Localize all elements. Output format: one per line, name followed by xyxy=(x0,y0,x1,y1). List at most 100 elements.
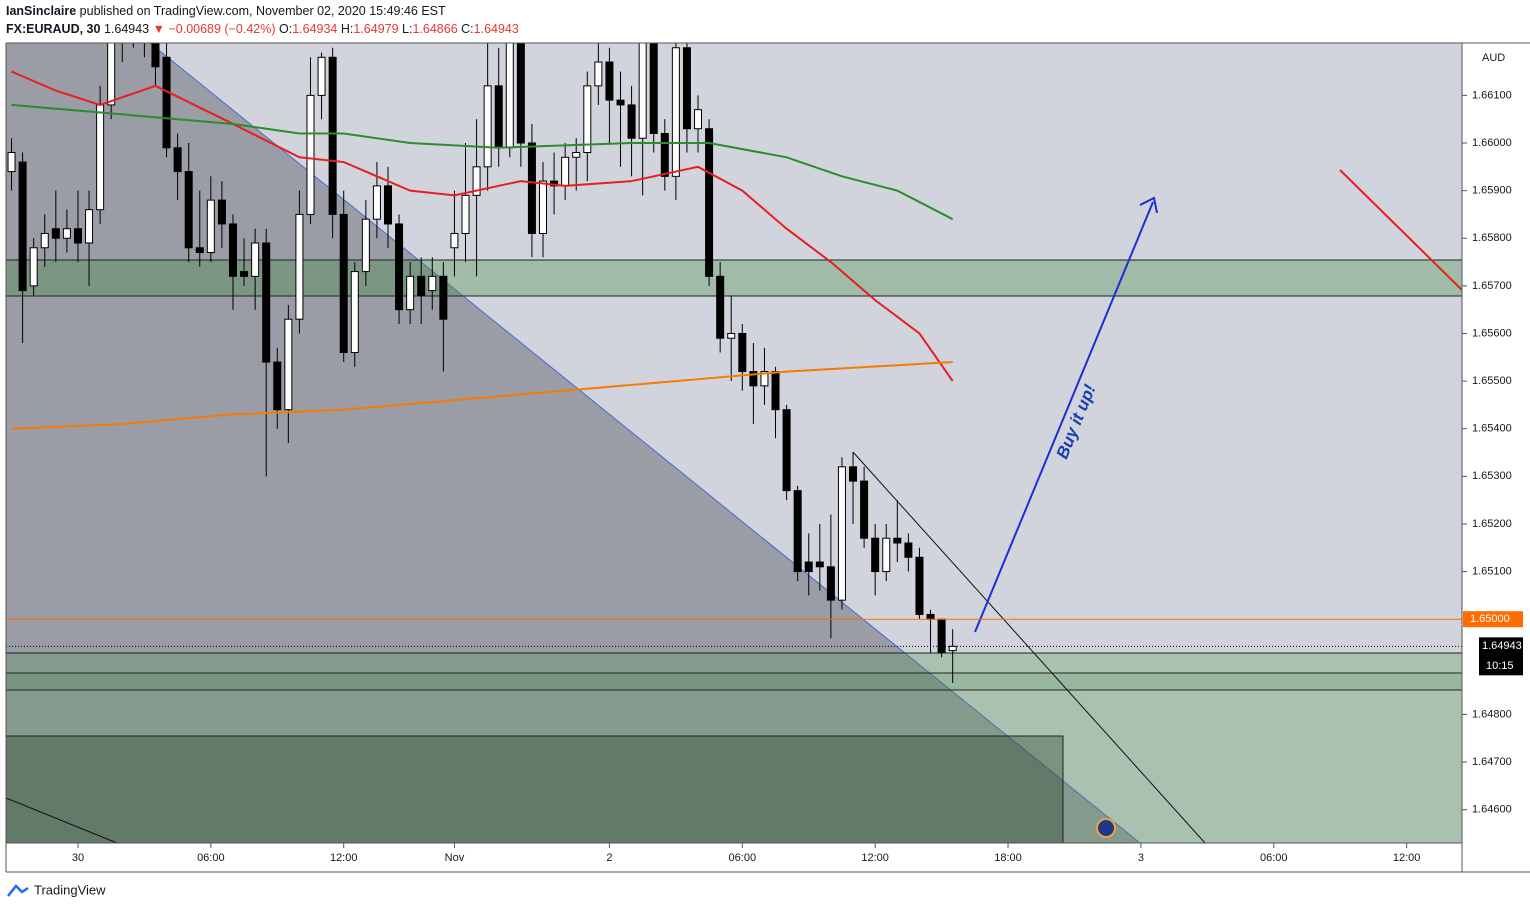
candle-body xyxy=(173,147,182,173)
candle-body xyxy=(40,232,49,249)
candle-body xyxy=(306,94,315,215)
c-val: 1.64943 xyxy=(474,22,519,36)
candle-body xyxy=(284,318,293,411)
author: IanSinclaire xyxy=(6,4,76,18)
candle-body xyxy=(937,618,946,654)
drawings xyxy=(6,43,1462,843)
arrow xyxy=(974,201,1154,633)
candle-body xyxy=(749,371,758,387)
candle-body xyxy=(782,409,791,492)
candle-body xyxy=(660,132,669,177)
x-tick-label: 12:00 xyxy=(861,852,889,864)
logo xyxy=(7,884,29,897)
candle-body xyxy=(926,613,935,620)
candle-body xyxy=(162,56,171,149)
candle-body xyxy=(251,242,260,277)
x-tick-label: 30 xyxy=(72,852,84,864)
published: published on TradingView.com, November 0… xyxy=(80,4,446,18)
red-line xyxy=(1339,169,1462,291)
candle-body xyxy=(760,371,769,387)
candle-body xyxy=(815,561,824,568)
candle-body xyxy=(716,275,725,339)
candle-body xyxy=(361,218,370,273)
moving-average xyxy=(11,70,954,382)
candle-body xyxy=(594,61,603,87)
candle-body xyxy=(372,185,381,220)
zone xyxy=(6,652,1462,843)
x-tick-label: 06:00 xyxy=(729,852,757,864)
candle-body xyxy=(262,242,271,363)
price-tag-label: 1.65000 xyxy=(1470,613,1510,625)
candle-body xyxy=(516,43,525,144)
candle-body xyxy=(206,199,215,254)
h-val: 1.64979 xyxy=(353,22,398,36)
zone xyxy=(6,735,1064,843)
candle-body xyxy=(505,43,514,149)
candle-body xyxy=(583,85,592,154)
candle-body xyxy=(195,247,204,254)
candle-body xyxy=(151,43,160,68)
candle-body xyxy=(826,566,835,601)
x-tick-label: 12:00 xyxy=(1393,852,1421,864)
arrow-head xyxy=(1139,196,1158,214)
candle-body xyxy=(771,371,780,411)
candle-body xyxy=(7,152,16,173)
candle-body xyxy=(727,332,736,339)
y-tick-label: 1.65800 xyxy=(1472,232,1512,244)
candle-body xyxy=(893,537,902,544)
shaded-triangle xyxy=(6,43,1140,843)
candle-body xyxy=(527,142,536,234)
candle-body xyxy=(671,47,680,177)
candle-body xyxy=(837,466,846,601)
candle-body xyxy=(450,232,459,249)
l-key: L: xyxy=(402,22,412,36)
y-tick-label: 1.65900 xyxy=(1472,185,1512,197)
trend-line xyxy=(6,797,118,843)
candle-body xyxy=(273,361,282,411)
candle-body xyxy=(494,85,503,149)
candle-body xyxy=(904,542,913,558)
y-tick-label: 1.65600 xyxy=(1472,327,1512,339)
x-tick-label: 12:00 xyxy=(330,852,358,864)
candle-body xyxy=(295,213,304,320)
y-tick-label: 1.64800 xyxy=(1472,708,1512,720)
y-tick-label: 1.65500 xyxy=(1472,375,1512,387)
candle-body xyxy=(694,109,703,130)
candle-body xyxy=(339,213,348,354)
candle-body xyxy=(539,180,548,234)
candle-body xyxy=(184,171,193,249)
o-key: O: xyxy=(279,22,292,36)
candle-body xyxy=(860,480,869,539)
x-tick-label: 18:00 xyxy=(994,852,1022,864)
candle-body xyxy=(217,199,226,225)
y-tick-label: 1.65700 xyxy=(1472,280,1512,292)
symbol-line: FX:EURAUD, 30 1.64943 ▼ −0.00689 (−0.42%… xyxy=(6,22,519,36)
candle-body xyxy=(240,271,249,277)
candle-body xyxy=(51,228,60,239)
flag-icon xyxy=(1096,818,1116,838)
candle-body xyxy=(649,43,658,134)
candle-body xyxy=(18,161,27,292)
candle-body xyxy=(638,43,647,139)
candle-body xyxy=(85,209,94,244)
y-tick-label: 1.65200 xyxy=(1472,518,1512,530)
x-tick-label: 06:00 xyxy=(197,852,225,864)
last: 1.64943 xyxy=(104,22,149,36)
candle-body xyxy=(228,223,237,277)
plot xyxy=(6,43,1462,683)
publish-line: IanSinclaire published on TradingView.co… xyxy=(6,4,446,18)
candle-body xyxy=(328,56,337,215)
last-price-tag xyxy=(1479,637,1523,676)
candle-body xyxy=(882,537,891,573)
candle-body xyxy=(417,275,426,296)
footer: TradingView xyxy=(34,882,106,897)
currency: AUD xyxy=(1482,52,1505,64)
candle-body xyxy=(627,104,636,139)
y-axis-bg xyxy=(1462,43,1530,873)
candle-body xyxy=(350,271,359,354)
candle-body xyxy=(849,466,858,482)
y-tick-label: 1.65100 xyxy=(1472,565,1512,577)
candle-body xyxy=(804,561,813,573)
zone xyxy=(6,672,1462,691)
